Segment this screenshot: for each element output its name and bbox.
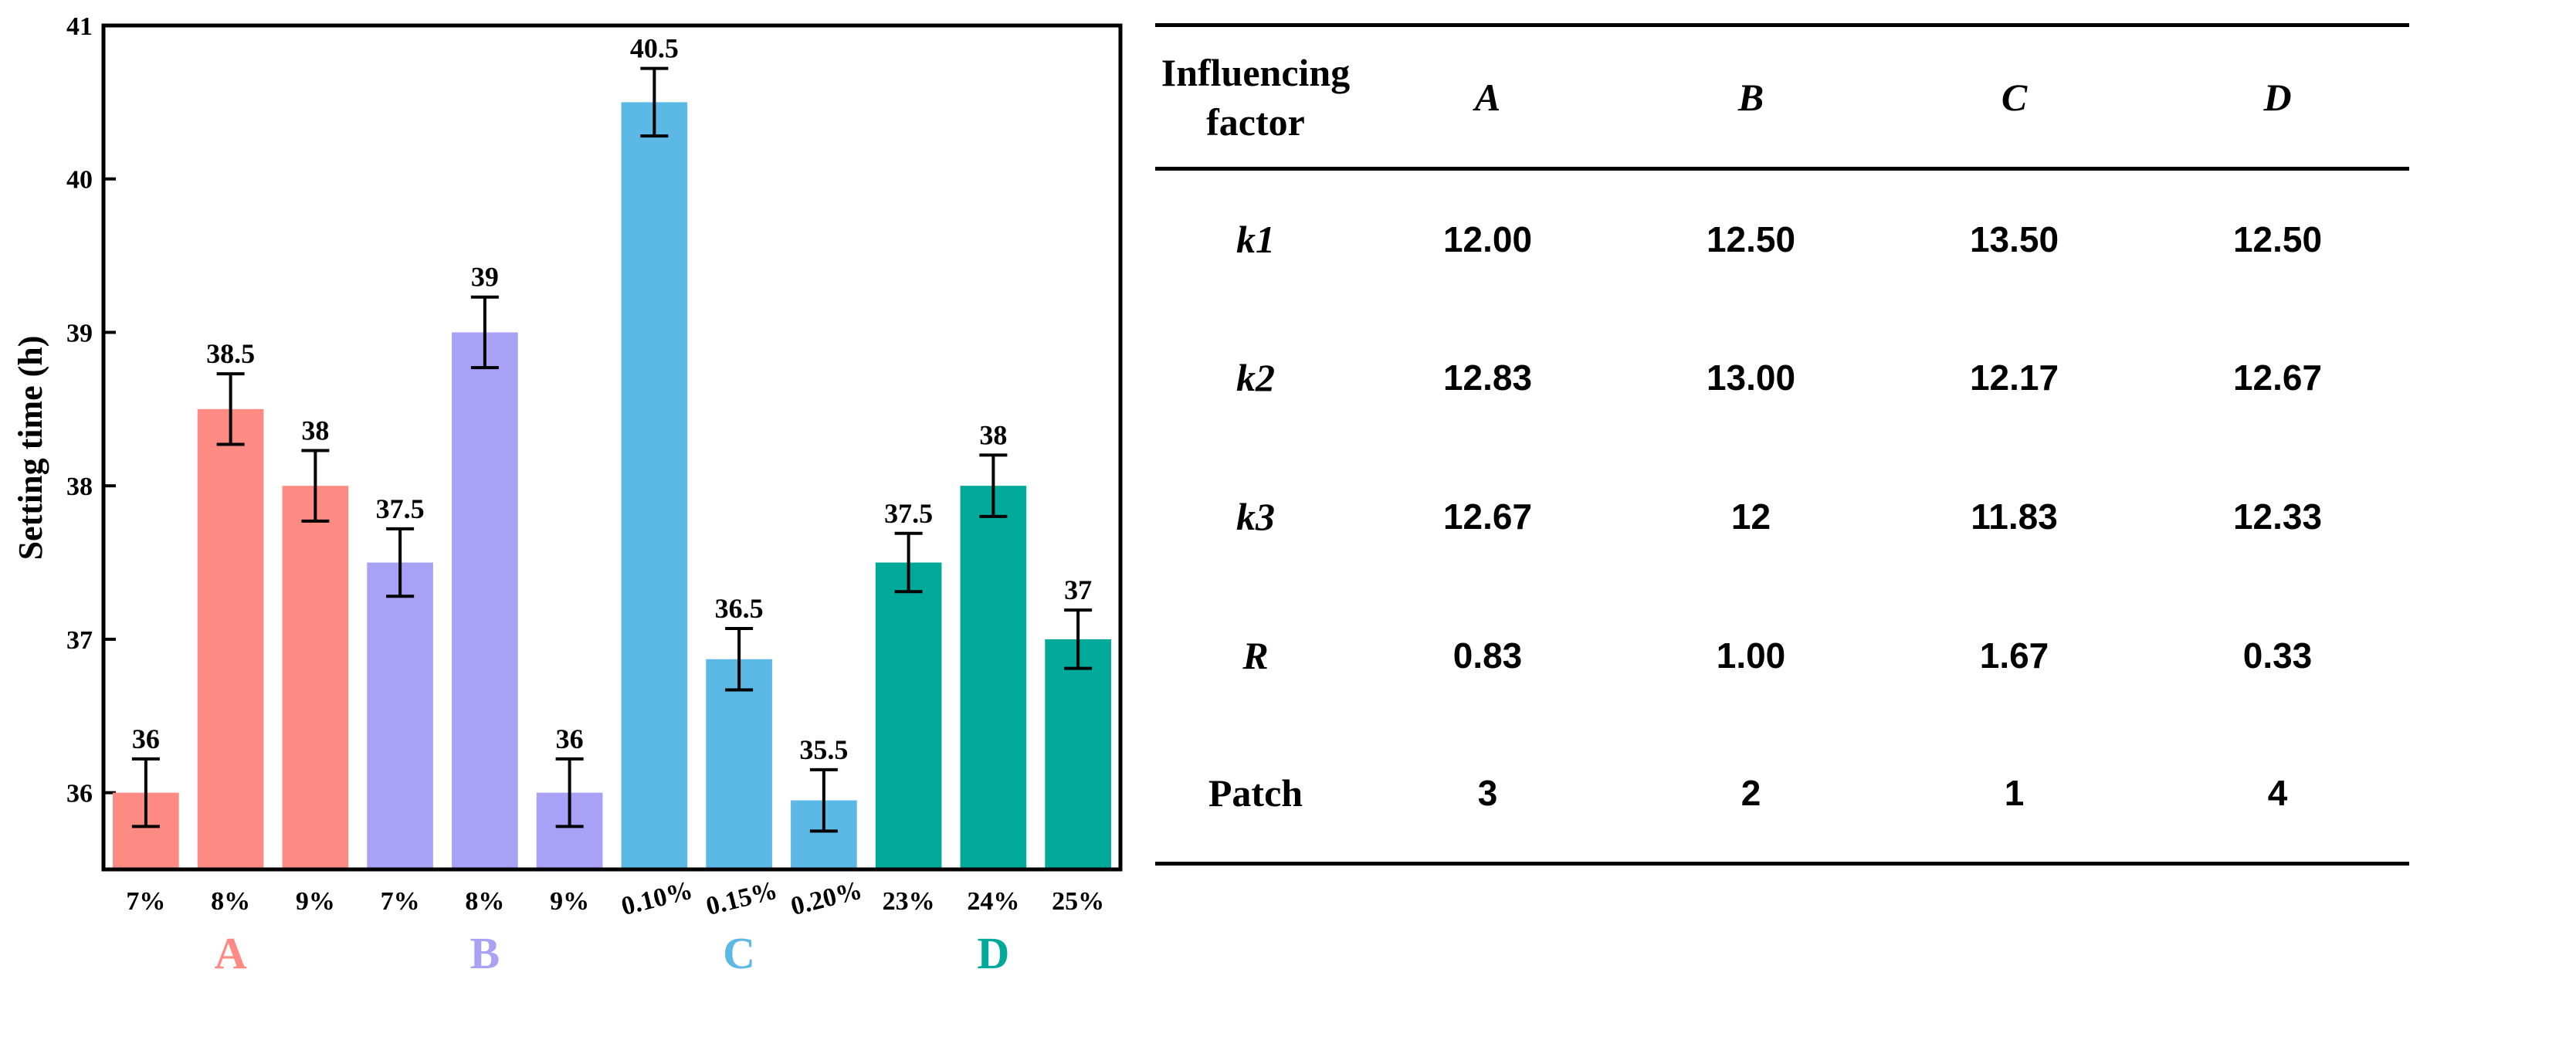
category-label: 0.15% xyxy=(703,876,781,922)
y-tick-label: 40 xyxy=(66,166,93,195)
table-cell: 12.67 xyxy=(2232,357,2323,398)
category-label: 0.20% xyxy=(788,876,865,922)
category-labels: 7% 8% 9% 7% 8% 9% 0.10% 0.15% 0.20% 23% 24% 25% xyxy=(126,876,1104,922)
table-cell: 1.67 xyxy=(1979,635,2049,676)
group-label: C xyxy=(723,928,755,978)
table-cell: 12.83 xyxy=(1442,357,1533,398)
table-cell: 12.17 xyxy=(1969,357,2059,398)
row-label: k2 xyxy=(1236,355,1275,399)
bar-value-label: 36 xyxy=(132,723,160,754)
bar-value-label: 37.5 xyxy=(376,493,425,524)
category-label: 25% xyxy=(1052,887,1104,916)
bar-value-label: 37 xyxy=(1064,574,1092,605)
category-label: 8% xyxy=(211,887,250,916)
y-tick-label: 38 xyxy=(66,473,93,501)
row-label: k1 xyxy=(1236,217,1275,261)
category-label: 9% xyxy=(550,887,589,916)
bar-value-label: 38 xyxy=(979,419,1007,450)
bar xyxy=(706,659,772,869)
table-cell: 12.00 xyxy=(1442,219,1533,259)
table-cell: 4 xyxy=(2267,773,2288,814)
bar xyxy=(197,408,264,869)
category-label: 0.10% xyxy=(619,876,696,922)
category-label: 7% xyxy=(126,887,165,916)
header-factor-d: D xyxy=(2263,75,2292,119)
table-row: k2 12.83 13.00 12.17 12.67 xyxy=(1155,308,2409,447)
table-cell: 12.33 xyxy=(2232,496,2323,537)
header-factor-a: A xyxy=(1474,75,1501,119)
bar xyxy=(1045,639,1111,869)
category-label: 9% xyxy=(296,887,335,916)
table-cell: 13.50 xyxy=(1969,219,2059,259)
group-labels: A B C D xyxy=(215,928,1010,978)
header-line-2: factor xyxy=(1206,100,1305,144)
bar xyxy=(282,486,349,869)
table-row: R 0.83 1.00 1.67 0.33 xyxy=(1155,586,2409,725)
table-row: k3 12.67 12 11.83 12.33 xyxy=(1155,447,2409,586)
table-cell: 0.33 xyxy=(2242,635,2313,676)
bar xyxy=(875,562,942,869)
table-row: k1 12.00 12.50 13.50 12.50 xyxy=(1155,169,2409,308)
table-cell: 12.67 xyxy=(1442,496,1533,537)
table-cell: 0.83 xyxy=(1452,635,1523,676)
bar xyxy=(621,102,688,869)
y-tick-label: 37 xyxy=(66,626,93,655)
header-factor-b: B xyxy=(1737,75,1764,119)
y-tick-label: 36 xyxy=(66,780,93,808)
setting-time-bar-chart: 36 37 38 39 40 41 36 38.5 38 37.5 39 36 40.5 36.5 35.… xyxy=(12,12,1123,978)
row-label: Patch xyxy=(1208,771,1303,815)
category-label: 8% xyxy=(465,887,504,916)
bar-value-label: 36.5 xyxy=(715,593,764,624)
bar-value-label: 38 xyxy=(301,415,329,446)
bar xyxy=(452,332,518,869)
table-row: Patch 3 2 1 4 xyxy=(1155,725,2409,864)
table-cell: 1 xyxy=(2004,773,2025,814)
table-cell: 12.50 xyxy=(1706,219,1796,259)
error-bars xyxy=(131,66,1093,833)
group-label: A xyxy=(215,928,247,978)
table-cell: 12.50 xyxy=(2232,219,2323,259)
category-label: 24% xyxy=(967,887,1019,916)
table-cell: 11.83 xyxy=(1971,496,2058,537)
y-tick-label: 41 xyxy=(66,12,93,41)
bar-value-label: 35.5 xyxy=(799,734,848,765)
table-cell: 1.00 xyxy=(1716,635,1786,676)
category-label: 23% xyxy=(883,887,935,916)
group-label: B xyxy=(470,928,500,978)
y-axis-ticks: 36 37 38 39 40 41 xyxy=(66,12,116,808)
bar-value-label: 40.5 xyxy=(630,33,679,64)
y-axis-label: Setting time (h) xyxy=(12,336,49,561)
bar-value-label: 38.5 xyxy=(206,338,255,369)
bar-value-label: 37.5 xyxy=(884,498,933,529)
y-tick-label: 39 xyxy=(66,319,93,347)
group-label: D xyxy=(977,928,1009,978)
table-cell: 3 xyxy=(1477,773,1498,814)
table-cell: 12 xyxy=(1730,496,1771,537)
bar-value-label: 39 xyxy=(471,262,499,293)
header-line-1: Influencing xyxy=(1161,50,1351,94)
bar-value-labels: 36 38.5 38 37.5 39 36 40.5 36.5 35.5 37.5 38 37 xyxy=(132,33,1092,765)
bars xyxy=(113,102,1111,869)
row-label: k3 xyxy=(1236,494,1275,538)
bar xyxy=(367,562,433,869)
table-cell: 2 xyxy=(1740,773,1761,814)
bar-value-label: 36 xyxy=(556,723,584,754)
plot-frame xyxy=(101,23,1123,872)
table-header-row: Influencing factor A B C D xyxy=(1155,25,2409,169)
range-analysis-table: Influencing factor A B C D k1 12.00 12.5… xyxy=(1155,23,2409,866)
table-cell: 13.00 xyxy=(1706,357,1796,398)
row-label: R xyxy=(1242,633,1269,677)
header-influencing-factor: Influencing factor xyxy=(1155,25,1356,169)
category-label: 7% xyxy=(381,887,420,916)
header-factor-c: C xyxy=(2001,75,2028,119)
bar xyxy=(960,486,1027,869)
